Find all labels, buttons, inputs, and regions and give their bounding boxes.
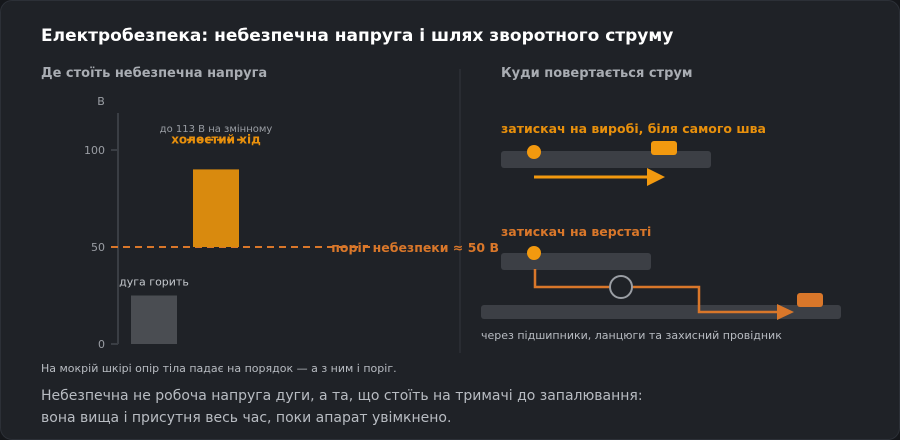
electrode-point [527,145,541,159]
clamp-on-workpiece-icon [651,141,677,155]
path-caption: через підшипники, ланцюги та захисний пр… [481,329,782,342]
voltage-chart: В 0 50 100 поріг небезпеки ≈ 50 В дуга горит… [84,95,499,351]
bar-0 [131,295,177,344]
electrode-point-2 [527,246,541,260]
workpiece-bar-2 [501,253,651,270]
summary-text: Небезпечна не робоча напруга дуги, а та,… [41,385,643,429]
workpiece-bar [501,151,711,168]
page-title: Електробезпека: небезпечна напруга і шля… [41,26,674,46]
bad-clamp-label: затискач на верстаті [501,224,651,239]
y-tick-label: 0 [98,338,105,351]
idle-bar-label: холостий хід [171,132,261,146]
y-tick-label: 50 [91,241,105,254]
y-tick-label: 100 [84,144,105,157]
max-voltage-label: до 113 В на змінному [160,123,273,135]
y-axis-unit-label: В [97,95,105,108]
bearing-icon [609,275,633,299]
left-panel-heading: Де стоїть небезпечна напруга [41,66,268,81]
arc-bar-label: дуга горить [119,276,189,289]
summary-line-1: Небезпечна не робоча напруга дуги, а та,… [41,388,643,404]
short-current-arrowhead [647,168,665,186]
workbench-bar [481,305,841,319]
bar-1 [193,169,239,247]
long-current-path-line [533,269,779,314]
long-current-arrowhead [777,304,794,320]
good-clamp-label: затискач на виробі, біля самого шва [501,121,766,136]
right-panel-heading: Куди повертається струм [501,66,693,81]
threshold-label: поріг небезпеки ≈ 50 В [331,240,499,255]
summary-line-2: вона вища і присутня весь час, поки апар… [41,410,452,426]
wet-skin-note: На мокрій шкірі опір тіла падає на поряд… [41,362,397,375]
clamp-on-workbench-icon [797,293,823,307]
